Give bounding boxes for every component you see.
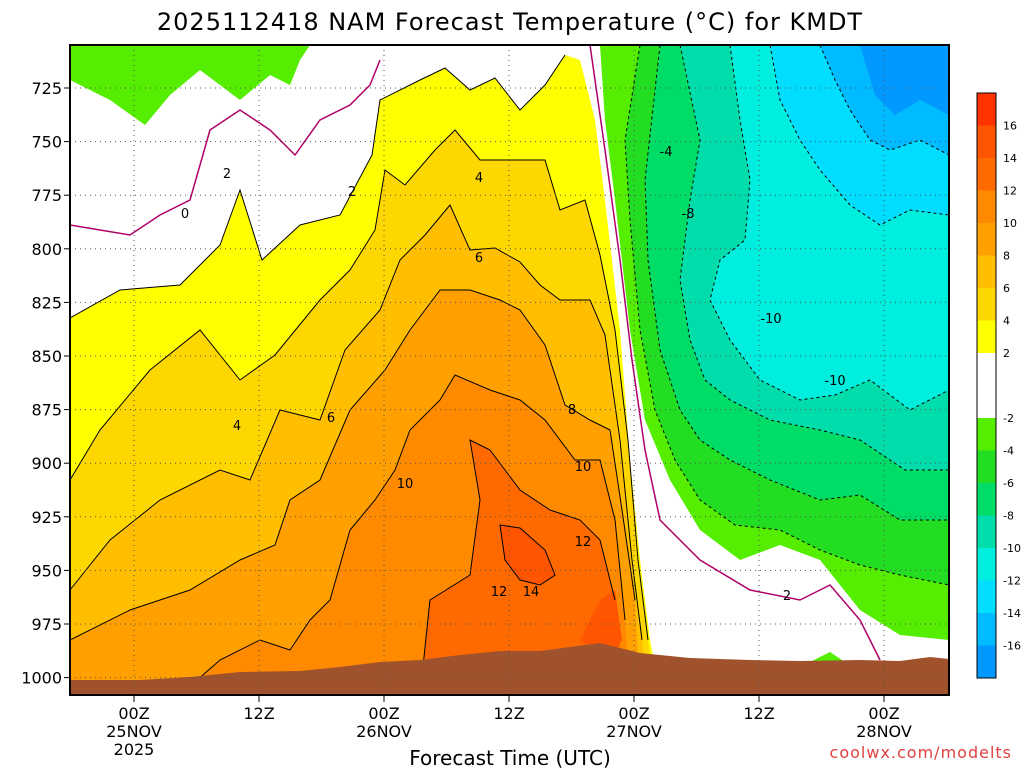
colorbar-swatch [977,223,996,256]
y-tick-label: 725 [31,79,62,98]
colorbar-swatch [977,548,996,581]
colorbar-label: -10 [1003,542,1021,555]
colorbar: 16 14 12 10 8 6 4 2 -2 -4 -6 -8 -10 -12 -14 -16 [976,92,1021,679]
colorbar-label: -8 [1003,510,1014,523]
chart-title: 2025112418 NAM Forecast Temperature (°C)… [157,8,863,36]
contour-label: 10 [397,477,414,492]
colorbar-label: -6 [1003,477,1014,490]
x-tick-label: 00Z [118,704,149,723]
negative-contours [624,45,949,586]
contour-label: 6 [327,411,335,426]
colorbar-swatch [977,190,996,223]
x-tick-label: 00Z [368,704,399,723]
colorbar-swatch [977,483,996,516]
colorbar-swatch [977,645,996,678]
colorbar-swatch [977,353,996,418]
colorbar-label: 2 [1003,347,1010,360]
terrain [70,643,949,695]
colorbar-label: -14 [1003,607,1021,620]
x-tick-label: 25NOV [106,722,162,741]
colorbar-label: 6 [1003,282,1010,295]
contour-label: 4 [233,419,241,434]
colorbar-label: 10 [1003,217,1017,230]
colorbar-swatch [977,125,996,158]
contour-label: 2 [783,589,791,604]
band-m16-m18 [860,45,949,115]
contour-label: 4 [475,171,483,186]
contour-label: 12 [575,535,592,550]
colorbar-swatch [977,613,996,646]
contour-label: 8 [568,403,576,418]
contour-label: -10 [760,312,781,327]
y-tick-label: 900 [31,454,62,473]
y-tick-label: 875 [31,401,62,420]
plot-area [70,45,949,695]
colorbar-label: 12 [1003,185,1017,198]
x-tick-label: 27NOV [606,722,662,741]
y-tick-label: 775 [31,186,62,205]
y-tick-label: 750 [31,133,62,152]
contour-label: 0 [181,207,189,222]
colorbar-swatch [977,418,996,451]
zero-isotherm [70,45,881,661]
colorbar-label: -2 [1003,412,1014,425]
colorbar-swatch [977,93,996,126]
temperature-fields [70,45,949,695]
x-tick-label: 00Z [868,704,899,723]
contour-label: -8 [682,207,695,222]
y-tick-label: 925 [31,508,62,527]
contour-label-layer: 2 0 2 4 4 6 6 8 10 10 12 12 14 -4 -8 -10 -10 2 [181,145,846,604]
x-tick-label: 12Z [743,704,774,723]
colorbar-swatch [977,320,996,353]
terrain-fill [70,643,949,695]
colorbar-label: 14 [1003,152,1017,165]
grid [70,45,949,695]
band-14-16 [500,525,622,660]
colorbar-label: 4 [1003,315,1010,328]
colorbar-swatch [977,158,996,191]
colorbar-label: 16 [1003,120,1017,133]
colorbar-label: -4 [1003,445,1014,458]
y-tick-label: 975 [31,615,62,634]
colorbar-label: 8 [1003,250,1010,263]
y-axis: 725 750 775 800 825 850 875 900 925 950 975 1000 [21,79,70,688]
colorbar-swatch [977,450,996,483]
colorbar-swatch [977,255,996,288]
colorbar-swatch [977,288,996,321]
colorbar-label: -12 [1003,575,1021,588]
x-tick-label: 2025 [114,740,155,759]
y-tick-label: 800 [31,240,62,259]
contour-label: 6 [475,251,483,266]
contour-label: -4 [660,145,673,160]
band-m2-small [810,652,845,662]
contour-label: 14 [523,585,540,600]
y-tick-label: 850 [31,347,62,366]
colorbar-label: -16 [1003,640,1021,653]
watermark: coolwx.com/modelts [830,743,1012,762]
colorbar-swatch [977,580,996,613]
y-tick-label: 825 [31,293,62,312]
band-m2-0-top [70,45,310,125]
contour-label: 2 [223,167,231,182]
x-tick-label: 28NOV [856,722,912,741]
y-tick-label: 1000 [21,669,62,688]
contour-label: -10 [824,374,845,389]
x-tick-label: 12Z [493,704,524,723]
contour-lines [70,54,649,695]
x-axis-label: Forecast Time (UTC) [409,746,611,768]
contour-label: 2 [348,185,356,200]
x-tick-label: 12Z [243,704,274,723]
contour-label: 10 [575,460,592,475]
contour-label: 12 [491,585,508,600]
colorbar-swatch [977,515,996,548]
x-tick-label: 00Z [618,704,649,723]
x-tick-label: 26NOV [356,722,412,741]
colorbar-frame [976,92,997,679]
y-tick-label: 950 [31,561,62,580]
